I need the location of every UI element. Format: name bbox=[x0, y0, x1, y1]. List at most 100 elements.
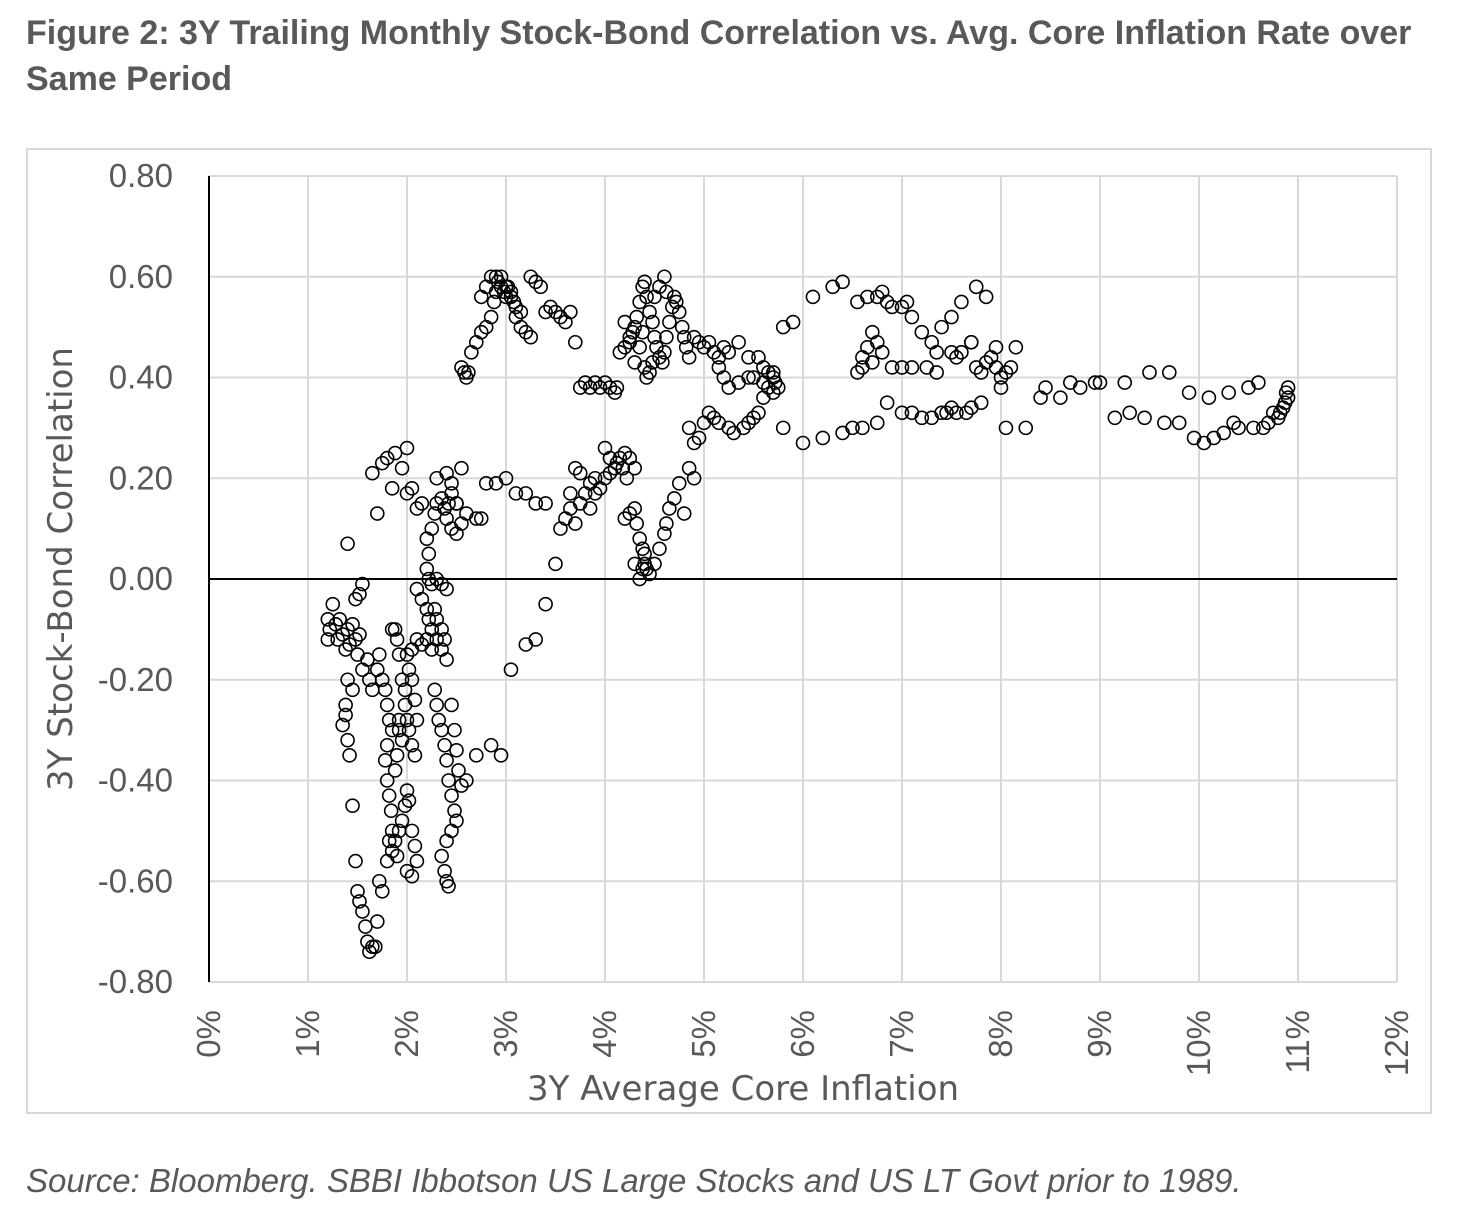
data-point bbox=[757, 391, 770, 404]
data-point bbox=[428, 683, 441, 696]
data-point bbox=[1123, 406, 1136, 419]
data-point bbox=[618, 316, 631, 329]
data-point bbox=[732, 336, 745, 349]
y-tick-label: 0.00 bbox=[109, 560, 173, 597]
data-point bbox=[633, 341, 646, 354]
data-point bbox=[856, 421, 869, 434]
data-point bbox=[420, 532, 433, 545]
data-point bbox=[408, 693, 421, 706]
y-tick-label: -0.80 bbox=[98, 963, 173, 1000]
data-point bbox=[440, 754, 453, 767]
x-tick-label: 3% bbox=[487, 1010, 524, 1058]
data-point bbox=[752, 351, 765, 364]
data-point bbox=[539, 598, 552, 611]
data-point bbox=[836, 426, 849, 439]
data-point bbox=[410, 714, 423, 727]
data-point bbox=[485, 311, 498, 324]
data-point bbox=[1207, 431, 1220, 444]
x-tick-label: 8% bbox=[982, 1010, 1019, 1058]
data-point bbox=[945, 311, 958, 324]
data-point bbox=[430, 698, 443, 711]
data-point bbox=[519, 487, 532, 500]
data-point bbox=[881, 396, 894, 409]
x-tick-label: 5% bbox=[685, 1010, 722, 1058]
data-point bbox=[519, 638, 532, 651]
data-point bbox=[856, 351, 869, 364]
data-point bbox=[1074, 381, 1087, 394]
data-point bbox=[564, 306, 577, 319]
data-point bbox=[1158, 416, 1171, 429]
data-point bbox=[450, 744, 463, 757]
data-point bbox=[722, 381, 735, 394]
data-point bbox=[925, 411, 938, 424]
data-point bbox=[529, 633, 542, 646]
data-point bbox=[341, 734, 354, 747]
data-point bbox=[787, 316, 800, 329]
x-tick-label: 7% bbox=[883, 1010, 920, 1058]
data-point bbox=[435, 850, 448, 863]
data-point bbox=[712, 361, 725, 374]
data-point bbox=[381, 855, 394, 868]
data-point bbox=[393, 648, 406, 661]
y-tick-label: -0.40 bbox=[98, 762, 173, 799]
data-point bbox=[359, 920, 372, 933]
data-point bbox=[1183, 386, 1196, 399]
data-point bbox=[925, 336, 938, 349]
data-point bbox=[371, 507, 384, 520]
x-tick-label: 6% bbox=[784, 1010, 821, 1058]
y-tick-labels: 0.800.600.400.200.00-0.20-0.40-0.60-0.80 bbox=[98, 157, 173, 1000]
data-point bbox=[346, 799, 359, 812]
data-point bbox=[440, 653, 453, 666]
data-point bbox=[349, 855, 362, 868]
data-point bbox=[383, 789, 396, 802]
data-point bbox=[905, 406, 918, 419]
data-point bbox=[554, 522, 567, 535]
data-point bbox=[549, 557, 562, 570]
data-point bbox=[663, 502, 676, 515]
data-point bbox=[386, 482, 399, 495]
data-point bbox=[371, 663, 384, 676]
data-point bbox=[564, 487, 577, 500]
data-point bbox=[485, 739, 498, 752]
x-tick-label: 11% bbox=[1279, 1010, 1316, 1074]
data-point bbox=[410, 855, 423, 868]
data-point bbox=[465, 346, 478, 359]
data-point bbox=[361, 653, 374, 666]
data-point bbox=[866, 326, 879, 339]
data-point bbox=[1202, 391, 1215, 404]
x-tick-label: 4% bbox=[586, 1010, 623, 1058]
data-point bbox=[861, 341, 874, 354]
data-point bbox=[915, 326, 928, 339]
data-point bbox=[569, 336, 582, 349]
data-point bbox=[816, 431, 829, 444]
data-point bbox=[905, 311, 918, 324]
data-point bbox=[1054, 391, 1067, 404]
x-tick-labels: 0% 1% 2% 3% 4% 5% 6% 7% 8% 9% 10% 11% 12% bbox=[190, 1010, 1415, 1076]
data-point bbox=[935, 321, 948, 334]
data-point bbox=[1108, 411, 1121, 424]
data-point bbox=[430, 633, 443, 646]
data-point bbox=[445, 824, 458, 837]
data-point bbox=[455, 517, 468, 530]
data-point bbox=[574, 497, 587, 510]
data-point bbox=[440, 834, 453, 847]
data-point bbox=[343, 749, 356, 762]
data-point bbox=[381, 739, 394, 752]
data-point bbox=[660, 331, 673, 344]
data-point bbox=[391, 749, 404, 762]
data-point bbox=[970, 280, 983, 293]
data-point bbox=[475, 290, 488, 303]
scatter-chart: 0.800.600.400.200.00-0.20-0.40-0.60-0.80… bbox=[28, 150, 1430, 1112]
data-point bbox=[1009, 341, 1022, 354]
data-point bbox=[683, 421, 696, 434]
data-point bbox=[559, 512, 572, 525]
data-point bbox=[876, 346, 889, 359]
y-tick-label: 0.20 bbox=[109, 459, 173, 496]
data-point bbox=[1019, 421, 1032, 434]
data-point bbox=[871, 416, 884, 429]
data-point bbox=[445, 698, 458, 711]
data-point bbox=[438, 739, 451, 752]
data-point bbox=[975, 396, 988, 409]
data-point bbox=[373, 648, 386, 661]
data-point bbox=[564, 502, 577, 515]
